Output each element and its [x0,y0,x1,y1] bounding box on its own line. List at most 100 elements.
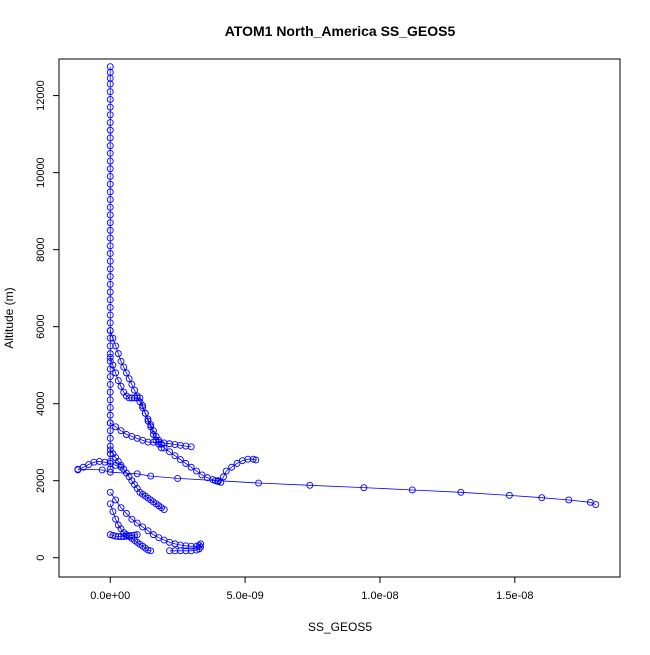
data-point [176,456,184,463]
data-point [106,211,114,219]
data-point [187,463,195,471]
data-point [160,439,168,447]
data-point [120,363,128,371]
data-point [128,515,136,523]
data-point [166,440,174,448]
data-point [106,95,114,103]
data-point [106,342,114,350]
data-point [106,373,114,381]
data-point [106,396,114,404]
data-point [106,126,114,134]
data-point [141,409,149,417]
data-point [117,533,125,541]
data-point [182,459,190,467]
y-tick-label: 10000 [35,157,47,188]
data-point [182,542,190,550]
data-point [149,438,157,446]
data-point [106,434,114,442]
data-point [214,477,222,485]
data-point [106,80,114,88]
data-point [117,504,125,512]
data-point [176,441,184,449]
data-point [144,415,152,423]
data-point [106,319,114,327]
data-point [166,448,174,456]
data-point [144,417,152,425]
y-tick-label: 4000 [35,391,47,415]
x-axis: 0.0e+00 5.0e-09 1.0e-08 1.5e-08 [90,577,533,602]
x-tick-label: 1.5e-08 [496,590,533,602]
data-point [174,474,182,482]
data-point [187,542,195,550]
data-point [106,173,114,180]
data-point [222,467,230,475]
data-point [131,531,138,539]
data-point [106,354,114,361]
data-point [125,375,133,383]
data-point [106,219,114,227]
data-point [98,466,106,474]
data-point [220,473,227,481]
data-point [538,494,546,502]
series-layer [74,63,600,555]
data-point [197,540,205,548]
data-point [117,463,125,471]
data-point [360,484,368,492]
x-tick-label: 5.0e-09 [226,590,263,602]
data-point [144,527,152,535]
data-point [147,547,155,555]
data-point [408,486,416,494]
data-point [120,533,128,541]
plot-frame [58,58,621,578]
data-point [128,394,136,402]
data-point [106,149,114,157]
x-tick-label: 0.0e+00 [90,590,130,602]
data-point [252,456,260,464]
data-point [106,180,114,188]
data-point [457,488,465,496]
data-point [565,496,573,504]
data-point [306,481,314,489]
data-point [128,531,136,539]
data-point [96,458,103,465]
chart-title: ATOM1 North_America SS_GEOS5 [225,23,456,39]
data-point [106,203,114,211]
data-point [109,508,117,515]
data-point [106,442,114,450]
data-point [187,547,195,555]
data-point [117,427,125,435]
data-point [106,288,114,296]
data-point [112,515,120,523]
data-point [198,471,206,479]
data-point [133,394,141,402]
data-point [74,466,82,474]
data-point [106,388,114,396]
data-point [117,382,125,390]
data-point [233,459,241,467]
data-point [147,423,155,431]
data-point [182,442,190,450]
data-point [125,532,133,540]
data-point [144,438,152,446]
data-point [249,455,257,463]
data-point [586,498,594,506]
y-axis-label: Altitude (m) [2,287,16,348]
x-axis-label: SS_GEOS5 [308,620,372,634]
data-point [106,165,114,173]
data-point [122,532,130,540]
data-point [244,455,252,463]
data-point [114,377,122,385]
series-line [77,461,122,471]
data-point [106,157,114,165]
data-point [171,452,179,460]
data-point [106,350,114,358]
data-point [112,342,120,350]
y-tick-label: 12000 [35,80,47,111]
data-point [106,296,114,304]
data-point [112,496,120,504]
y-axis: 0 2000 4000 6000 8000 10000 12000 [35,80,59,561]
data-point [112,369,120,377]
series-line [109,357,162,449]
data-point [114,350,122,358]
